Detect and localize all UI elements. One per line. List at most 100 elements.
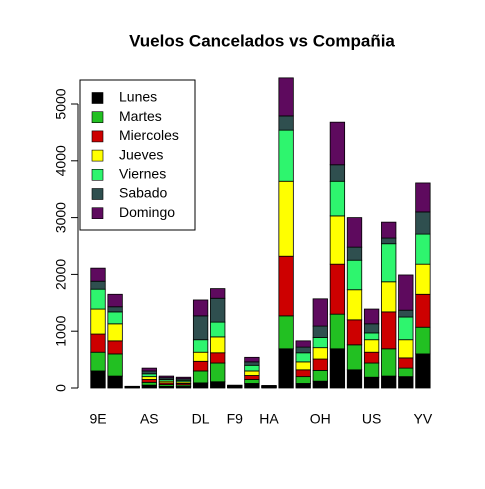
bar-segment bbox=[141, 373, 157, 378]
bar-segment bbox=[381, 348, 397, 377]
y-tick-label: 0 bbox=[53, 384, 69, 392]
bar-segment bbox=[363, 339, 380, 353]
legend-swatch bbox=[91, 169, 104, 181]
bar-segment bbox=[90, 280, 106, 290]
bar-segment bbox=[192, 299, 209, 317]
bar-segment bbox=[210, 321, 226, 338]
bar-segment bbox=[295, 376, 311, 384]
bar-segment bbox=[107, 340, 123, 355]
bar-segment bbox=[363, 323, 380, 334]
bar-segment bbox=[141, 379, 157, 383]
bar-segment bbox=[312, 369, 328, 382]
bar-segment bbox=[415, 182, 431, 213]
y-tick-label: 2000 bbox=[53, 259, 69, 290]
legend-label: Miercoles bbox=[119, 127, 179, 143]
bar-segment bbox=[141, 367, 157, 372]
bar-segment bbox=[346, 369, 363, 389]
bar-segment bbox=[381, 281, 397, 313]
bar-segment bbox=[192, 351, 209, 362]
bar-segment bbox=[415, 293, 431, 328]
bar-segment bbox=[312, 337, 328, 349]
bar-segment bbox=[415, 326, 431, 355]
bar-segment bbox=[192, 370, 209, 384]
bar-segment bbox=[107, 293, 123, 308]
bar-segment bbox=[141, 376, 157, 380]
bar-segment bbox=[107, 306, 123, 313]
bar-segment bbox=[192, 315, 209, 341]
x-tick-label: 9E bbox=[89, 411, 106, 427]
bar-segment bbox=[244, 364, 260, 372]
bar-segment bbox=[175, 376, 192, 380]
bar-segment bbox=[346, 246, 363, 261]
bar-segment bbox=[381, 311, 397, 350]
bar-segment bbox=[381, 243, 397, 283]
bar-segment bbox=[363, 332, 380, 341]
bar-segment bbox=[415, 211, 431, 235]
bar-segment bbox=[363, 362, 380, 378]
legend-swatch bbox=[91, 207, 104, 219]
bar-segment bbox=[381, 375, 397, 389]
bar-segment bbox=[244, 375, 260, 380]
bar-segment bbox=[329, 180, 346, 217]
y-tick-label: 1000 bbox=[53, 315, 69, 346]
bar-segment bbox=[278, 115, 294, 131]
bar-segment bbox=[90, 267, 106, 282]
y-tick-label: 4000 bbox=[53, 145, 69, 176]
y-tick-label: 5000 bbox=[53, 88, 69, 119]
bar-segment bbox=[107, 311, 123, 325]
bar-segment bbox=[398, 339, 414, 359]
bar-segment bbox=[312, 325, 328, 338]
bar-segment bbox=[329, 348, 346, 389]
legend-label: Sabado bbox=[119, 185, 167, 201]
bar-segment bbox=[210, 336, 226, 354]
legend-swatch bbox=[91, 188, 104, 200]
bar-segment bbox=[295, 352, 311, 363]
legend-swatch bbox=[91, 92, 104, 104]
x-tick-label: F9 bbox=[227, 411, 244, 427]
bar-segment bbox=[210, 352, 226, 364]
chart-title: Vuelos Cancelados vs Compañia bbox=[129, 31, 395, 50]
bar-segment bbox=[141, 384, 157, 389]
bar-segment bbox=[192, 339, 209, 353]
bar-segment bbox=[210, 381, 226, 389]
bar-segment bbox=[312, 380, 328, 389]
bar-segment bbox=[363, 376, 380, 389]
bar-segment bbox=[192, 360, 209, 372]
bar-segment bbox=[329, 215, 346, 265]
bar-segment bbox=[210, 297, 226, 323]
bar-segment bbox=[90, 370, 106, 389]
bar-segment bbox=[278, 77, 294, 117]
bar-segment bbox=[295, 383, 311, 389]
bar-segment bbox=[398, 274, 414, 311]
bar-segment bbox=[278, 180, 294, 257]
bar-segment bbox=[107, 323, 123, 342]
x-tick-label: DL bbox=[192, 411, 210, 427]
y-tick-label: 3000 bbox=[53, 202, 69, 233]
bar-segment bbox=[244, 383, 260, 389]
bar-segment bbox=[244, 356, 260, 363]
bar-segment bbox=[295, 369, 311, 378]
bar-segment bbox=[295, 340, 311, 348]
bar-segment bbox=[107, 375, 123, 389]
x-tick-label: HA bbox=[259, 411, 279, 427]
bar-segment bbox=[210, 362, 226, 383]
bar-segment bbox=[398, 309, 414, 318]
bar-segment bbox=[210, 288, 226, 299]
bar-segment bbox=[346, 217, 363, 248]
bar-segment bbox=[295, 361, 311, 371]
x-tick-label: AS bbox=[140, 411, 159, 427]
bar-segment bbox=[415, 353, 431, 389]
bar-segment bbox=[141, 370, 157, 375]
bar-segment bbox=[329, 313, 346, 350]
bar-segment bbox=[415, 263, 431, 295]
bar-segment bbox=[244, 361, 260, 366]
legend-label: Jueves bbox=[119, 146, 163, 162]
bar-segment bbox=[398, 367, 414, 378]
bar-segment bbox=[141, 381, 157, 386]
legend-swatch bbox=[91, 111, 104, 123]
x-tick-label: US bbox=[362, 411, 381, 427]
bar-segment bbox=[329, 263, 346, 315]
bar-segment bbox=[398, 376, 414, 389]
legend-label: Martes bbox=[119, 108, 162, 124]
bar-segment bbox=[244, 379, 260, 384]
